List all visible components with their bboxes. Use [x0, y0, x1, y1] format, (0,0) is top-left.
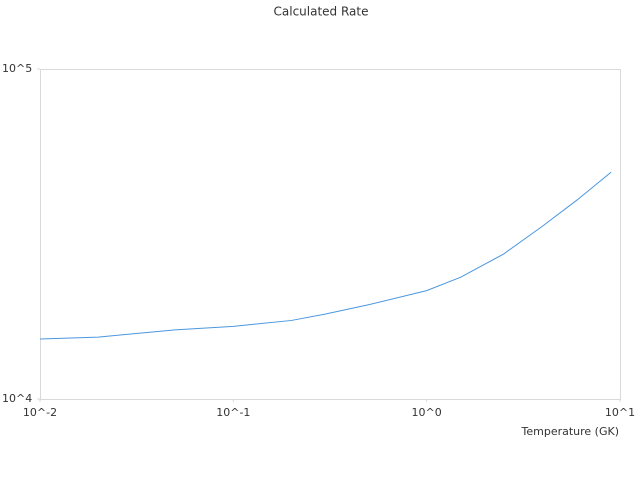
y-tick-label: 10^4	[2, 392, 32, 405]
chart-title: Calculated Rate	[274, 5, 369, 19]
plot-frame	[40, 69, 621, 400]
x-tick-label: 10^-2	[23, 406, 57, 419]
x-tick-label: 10^1	[605, 406, 635, 419]
x-axis-label: Temperature (GK)	[521, 425, 620, 438]
y-tick-label: 10^5	[2, 62, 32, 75]
x-tick-label: 10^-1	[216, 406, 250, 419]
x-tick-label: 10^0	[412, 406, 442, 419]
data-line	[39, 171, 612, 340]
